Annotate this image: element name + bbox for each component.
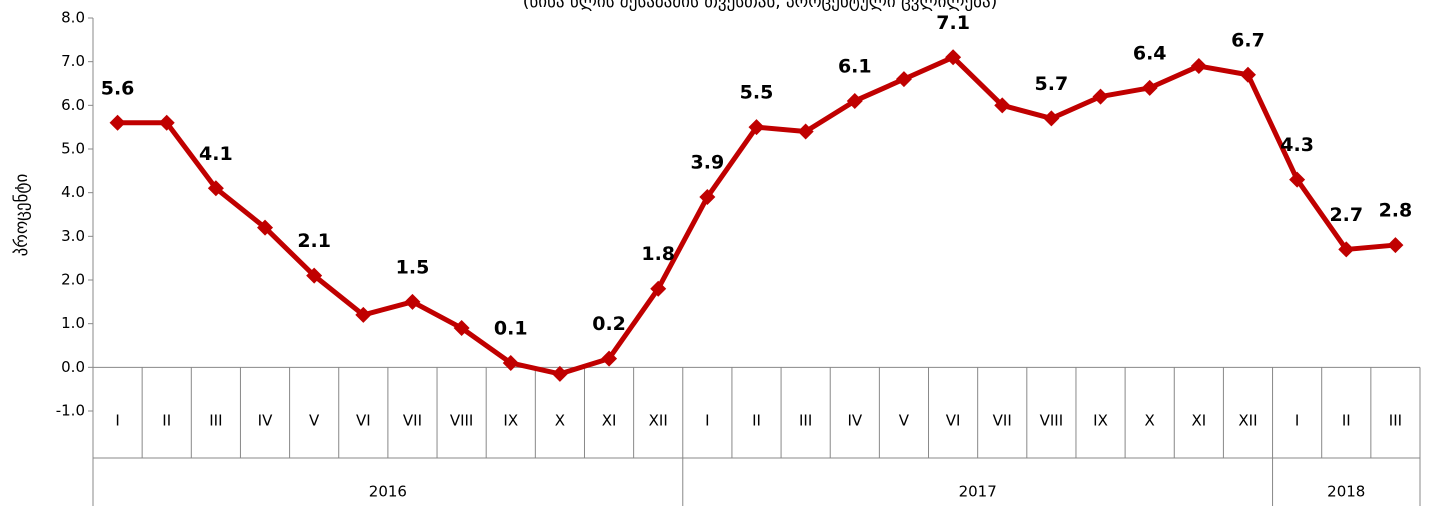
marker — [650, 280, 667, 297]
x-tick-label: V — [309, 412, 320, 430]
x-tick-label: V — [899, 412, 910, 430]
data-label: 7.1 — [936, 12, 970, 34]
marker — [158, 114, 175, 131]
data-label: 0.2 — [592, 313, 626, 335]
marker — [945, 49, 962, 66]
y-tick-label: 3.0 — [61, 227, 85, 245]
x-tick-label: I — [115, 412, 119, 430]
line — [117, 54, 1396, 377]
x-tick-label: I — [705, 412, 709, 430]
data-label: 5.7 — [1035, 73, 1069, 95]
marker — [551, 365, 568, 382]
marker — [846, 92, 863, 109]
x-tick-label: XII — [1238, 412, 1257, 430]
data-label: 1.8 — [641, 243, 675, 265]
marker — [109, 114, 126, 131]
x-tick-label: VIII — [1040, 412, 1064, 430]
y-tick-label: 0.0 — [61, 358, 85, 376]
x-tick-label: IX — [1093, 412, 1108, 430]
marker — [257, 219, 274, 236]
x-tick-label: II — [752, 412, 761, 430]
marker — [1092, 88, 1109, 105]
y-tick-label: 7.0 — [61, 52, 85, 70]
marker — [207, 180, 224, 197]
marker — [748, 119, 765, 136]
marker — [994, 97, 1011, 114]
x-tick-label: III — [1389, 412, 1402, 430]
x-tick-label: VI — [946, 412, 961, 430]
x-tick-label: III — [209, 412, 222, 430]
marker — [601, 350, 618, 367]
data-label: 6.1 — [838, 55, 872, 77]
marker — [355, 306, 372, 323]
group-label: 2018 — [1327, 483, 1365, 501]
y-tick-label: 1.0 — [61, 314, 85, 332]
x-tick-label: IX — [503, 412, 518, 430]
x-tick-label: VI — [356, 412, 371, 430]
y-axis-label: პროცენტი — [12, 174, 32, 257]
x-tick-label: XI — [1191, 412, 1206, 430]
marker — [895, 71, 912, 88]
marker — [1190, 58, 1207, 75]
marker — [502, 354, 519, 371]
data-label: 3.9 — [691, 152, 725, 174]
marker — [1338, 241, 1355, 258]
marker — [1043, 110, 1060, 127]
group-label: 2016 — [369, 483, 407, 501]
data-label: 5.5 — [740, 82, 774, 104]
y-tick-label: 5.0 — [61, 140, 85, 158]
x-tick-label: I — [1295, 412, 1299, 430]
data-label: 2.8 — [1379, 200, 1413, 222]
y-tick-label: 2.0 — [61, 271, 85, 289]
x-tick-label: III — [799, 412, 812, 430]
x-tick-label: II — [1342, 412, 1351, 430]
x-tick-label: X — [555, 412, 565, 430]
y-tick-label: -1.0 — [56, 402, 85, 420]
y-tick-label: 4.0 — [61, 183, 85, 201]
marker — [1387, 237, 1404, 254]
marker — [404, 293, 421, 310]
data-label: 2.7 — [1329, 204, 1363, 226]
marker — [453, 320, 470, 337]
marker — [1289, 171, 1306, 188]
y-tick-label: 8.0 — [61, 9, 85, 27]
data-label: 2.1 — [297, 230, 331, 252]
data-label: 6.7 — [1231, 29, 1265, 51]
data-label: 1.5 — [396, 256, 430, 278]
marker — [1141, 79, 1158, 96]
x-tick-label: IV — [847, 412, 862, 430]
marker — [1239, 66, 1256, 83]
x-tick-label: VIII — [450, 412, 474, 430]
x-tick-label: XI — [602, 412, 617, 430]
data-label: 0.1 — [494, 317, 528, 339]
x-tick-label: XII — [649, 412, 668, 430]
x-tick-label: VII — [403, 412, 422, 430]
data-label: 5.6 — [101, 77, 135, 99]
data-label: 6.4 — [1133, 42, 1167, 64]
data-label: 4.3 — [1280, 134, 1314, 156]
x-tick-label: II — [162, 412, 171, 430]
marker — [699, 189, 716, 206]
marker — [306, 267, 323, 284]
x-tick-label: IV — [258, 412, 273, 430]
data-label: 4.1 — [199, 143, 233, 165]
marker — [797, 123, 814, 140]
x-tick-label: X — [1145, 412, 1155, 430]
chart-title: (წინა წლის შესაბამის თვესთან, პროცენტული… — [523, 0, 997, 12]
group-label: 2017 — [959, 483, 997, 501]
x-tick-label: VII — [993, 412, 1012, 430]
y-tick-label: 6.0 — [61, 96, 85, 114]
